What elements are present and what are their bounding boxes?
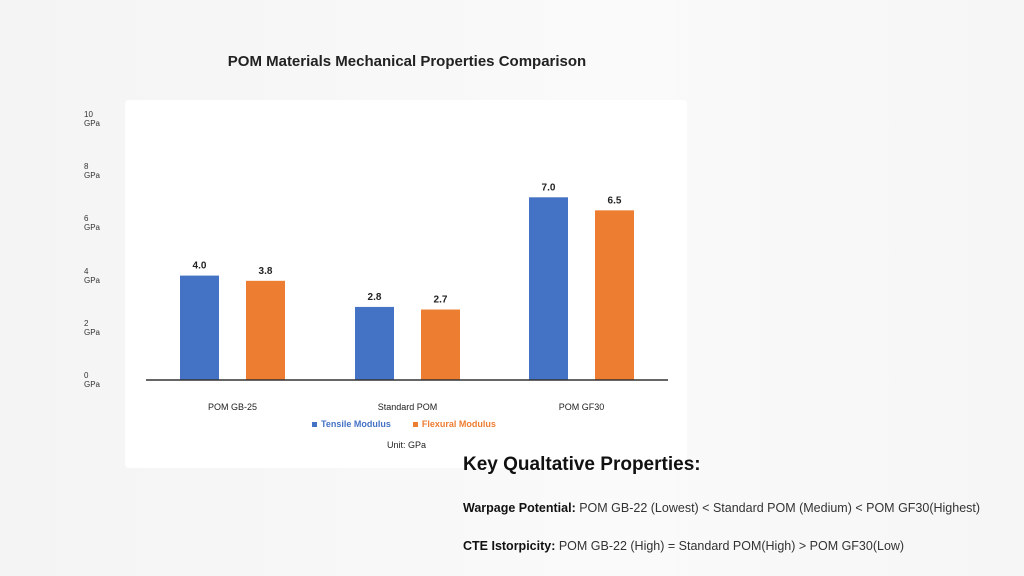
legend-label: Flexural Modulus [421, 419, 496, 429]
legend-swatch [412, 422, 418, 428]
y-tick-label: 4 GPa [84, 266, 101, 285]
bar [246, 280, 285, 380]
data-label: 6.5 [608, 195, 622, 206]
bar [355, 306, 394, 380]
bar [421, 309, 460, 380]
unit-note: Unit: GPa [387, 440, 427, 450]
legend-label: Tensile Modulus [321, 419, 391, 429]
x-tick-label: POM GF30 [559, 402, 605, 412]
warpage-line: Warpage Potential: POM GB-22 (Lowest) < … [463, 501, 980, 515]
bar [180, 275, 219, 380]
line-label: CTE Istorpicity: [463, 539, 556, 553]
y-tick-label: 6 GPa [84, 214, 101, 233]
line-label: Warpage Potential: [463, 501, 576, 515]
data-label: 3.8 [259, 266, 273, 277]
cte-line: CTE Istorpicity: POM GB-22 (High) = Stan… [463, 539, 904, 553]
line-text: POM GB-22 (High) = Standard POM(High) > … [555, 539, 905, 553]
legend-item-flexural: Flexural Modulus [412, 419, 496, 429]
y-tick-label: 10 GPa [84, 110, 101, 128]
x-tick-label: Standard POM [378, 402, 438, 412]
legend-item-tensile: Tensile Modulus [312, 419, 391, 429]
data-label: 2.7 [434, 295, 448, 306]
y-tick-label: 2 GPa [84, 318, 101, 337]
key-properties-title: Key Qualtative Properties: [463, 454, 701, 475]
chart-title: POM Materials Mechanical Properties Comp… [227, 53, 587, 70]
legend: Tensile Modulus Flexural Modulus [312, 419, 496, 429]
bar [595, 210, 634, 380]
data-label: 7.0 [542, 182, 556, 193]
legend-swatch [312, 422, 317, 428]
data-label: 4.0 [193, 261, 207, 272]
data-label: 2.8 [368, 292, 382, 303]
bar [529, 197, 568, 380]
y-tick-label: 0 GPa [84, 371, 101, 389]
x-tick-label: POM GB-25 [208, 402, 257, 412]
y-tick-label: 8 GPa [84, 162, 101, 181]
line-text: POM GB-22 (Lowest) < Standard POM (Mediu… [575, 501, 981, 515]
